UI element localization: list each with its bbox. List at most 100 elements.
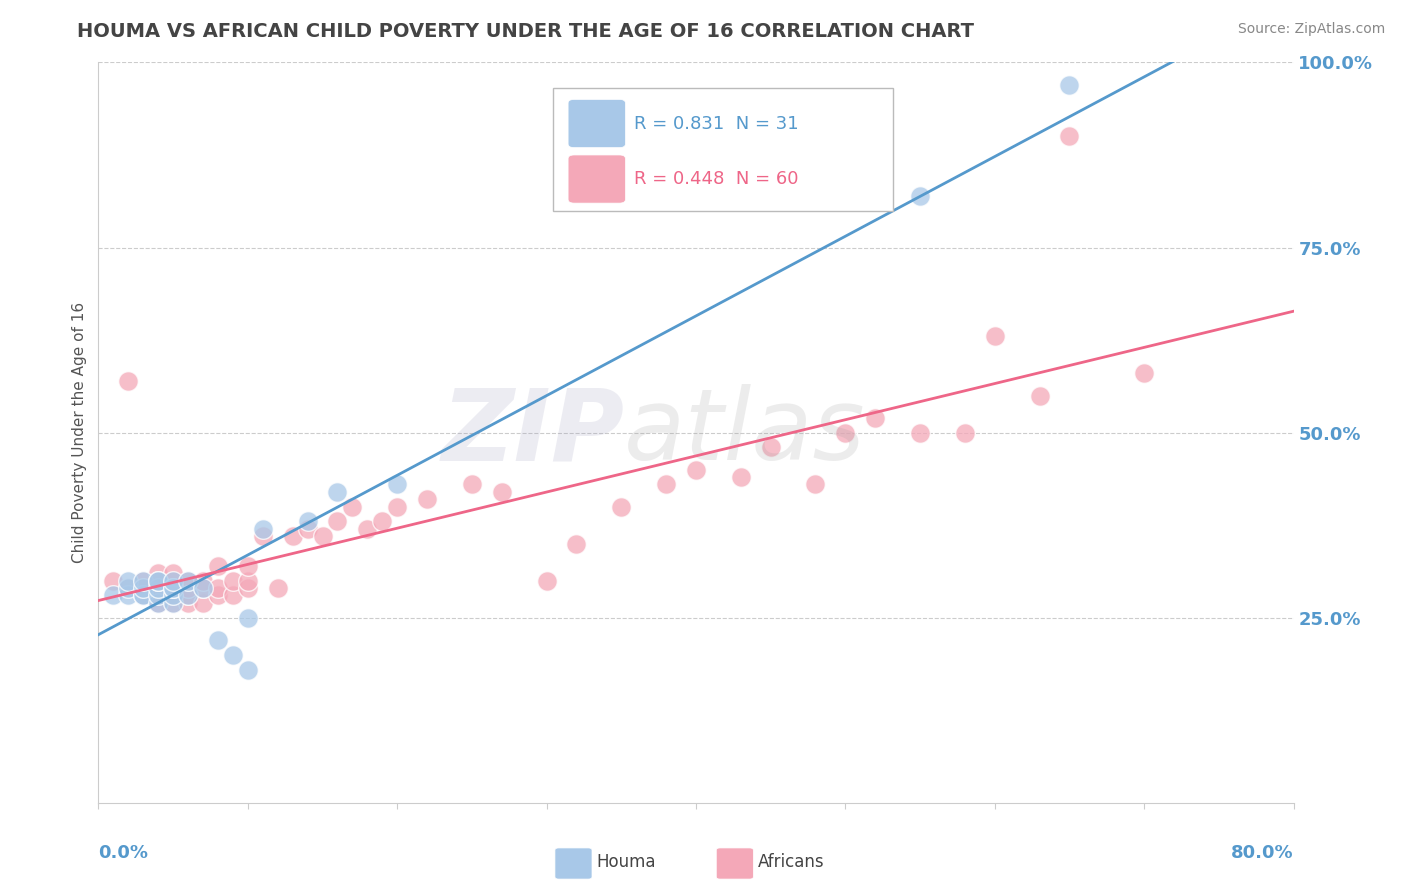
Point (207, 589, 229, 603)
Point (565, 536, 588, 550)
Point (103, 589, 125, 603)
Point (222, 589, 245, 603)
Text: atlas: atlas (624, 384, 866, 481)
FancyBboxPatch shape (716, 848, 754, 879)
Point (132, 589, 155, 603)
Text: HOUMA VS AFRICAN CHILD POVERTY UNDER THE AGE OF 16 CORRELATION CHART: HOUMA VS AFRICAN CHILD POVERTY UNDER THE… (77, 22, 974, 41)
Point (865, 410, 887, 425)
Point (177, 589, 200, 603)
Point (222, 648, 245, 662)
Point (385, 477, 409, 491)
Point (148, 589, 170, 603)
Point (1028, 388, 1050, 402)
Point (326, 515, 349, 529)
Point (177, 574, 200, 588)
Point (132, 581, 155, 595)
Text: Houma: Houma (596, 853, 657, 871)
Point (236, 558, 259, 573)
Text: 80.0%: 80.0% (1230, 844, 1294, 862)
Text: ZIP: ZIP (441, 384, 624, 481)
Point (536, 574, 558, 588)
Point (759, 441, 782, 455)
Point (984, 329, 1007, 343)
Point (385, 500, 409, 514)
Point (371, 515, 394, 529)
Point (834, 425, 856, 440)
Point (222, 574, 245, 588)
Point (177, 589, 200, 603)
Point (132, 589, 155, 603)
Point (953, 425, 976, 440)
Point (655, 477, 678, 491)
Point (191, 574, 214, 588)
Point (162, 596, 184, 610)
Point (342, 500, 364, 514)
Point (162, 566, 184, 581)
Point (117, 589, 139, 603)
Point (1133, 367, 1156, 381)
Point (207, 632, 229, 647)
Point (207, 558, 229, 573)
FancyBboxPatch shape (553, 88, 893, 211)
Point (148, 574, 170, 588)
Point (416, 492, 439, 507)
Point (132, 574, 155, 588)
Point (148, 574, 170, 588)
Text: R = 0.448  N = 60: R = 0.448 N = 60 (634, 170, 799, 188)
Point (148, 566, 170, 581)
Point (297, 515, 319, 529)
Text: Africans: Africans (758, 853, 825, 871)
FancyBboxPatch shape (568, 155, 626, 203)
Point (148, 574, 170, 588)
Text: Source: ZipAtlas.com: Source: ZipAtlas.com (1237, 22, 1385, 37)
Point (281, 529, 304, 543)
Point (177, 574, 200, 588)
Point (117, 581, 139, 595)
Point (236, 610, 259, 624)
Point (162, 589, 184, 603)
Text: R = 0.831  N = 31: R = 0.831 N = 31 (634, 115, 799, 133)
Point (908, 425, 931, 440)
Point (103, 574, 125, 588)
Point (117, 581, 139, 595)
Point (162, 574, 184, 588)
Point (191, 581, 214, 595)
Point (908, 188, 931, 202)
Point (162, 574, 184, 588)
Point (148, 589, 170, 603)
Point (191, 581, 214, 595)
Point (236, 663, 259, 677)
Point (267, 581, 290, 595)
Point (148, 596, 170, 610)
Point (162, 581, 184, 595)
Point (117, 574, 139, 588)
Point (1059, 78, 1081, 92)
Point (356, 522, 378, 536)
Point (132, 581, 155, 595)
Point (297, 522, 319, 536)
Point (252, 522, 274, 536)
Point (491, 484, 513, 499)
Point (148, 581, 170, 595)
Point (311, 529, 333, 543)
Point (132, 574, 155, 588)
Point (162, 581, 184, 595)
Point (685, 462, 707, 476)
Point (610, 500, 633, 514)
Point (804, 477, 827, 491)
Point (461, 477, 484, 491)
Point (177, 581, 200, 595)
Point (117, 374, 139, 388)
Point (132, 589, 155, 603)
Text: 0.0%: 0.0% (98, 844, 149, 862)
Point (148, 596, 170, 610)
Point (252, 529, 274, 543)
Y-axis label: Child Poverty Under the Age of 16: Child Poverty Under the Age of 16 (72, 302, 87, 563)
Point (191, 596, 214, 610)
Point (177, 596, 200, 610)
FancyBboxPatch shape (568, 99, 626, 147)
Point (148, 581, 170, 595)
Point (1059, 129, 1081, 144)
Point (236, 574, 259, 588)
Point (730, 470, 752, 484)
